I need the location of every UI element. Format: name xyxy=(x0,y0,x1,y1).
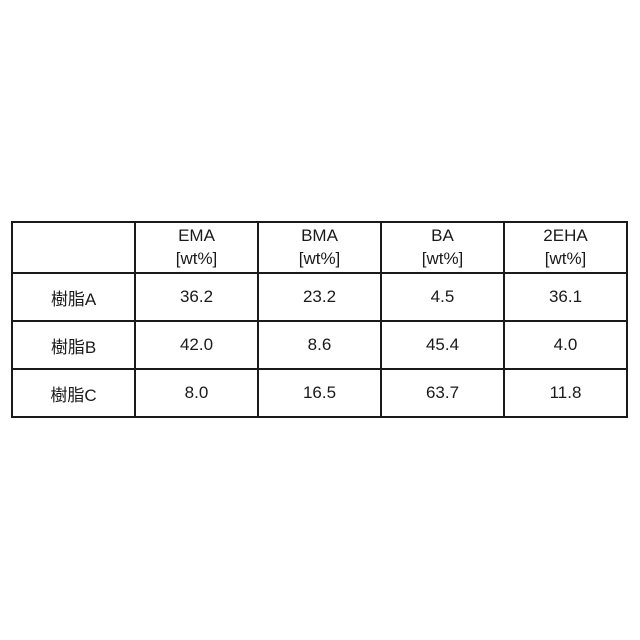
column-unit-ba: [wt%] xyxy=(421,248,464,268)
column-name-ema: EMA xyxy=(178,226,215,246)
cell-resin-a-ba: 4.5 xyxy=(380,272,505,322)
column-unit-ema: [wt%] xyxy=(175,248,218,268)
cell-resin-a-2eha: 36.1 xyxy=(503,272,628,322)
cell-resin-b-2eha: 4.0 xyxy=(503,320,628,370)
cell-resin-c-ba: 63.7 xyxy=(380,368,505,418)
column-name-bma: BMA xyxy=(301,226,338,246)
table-row-resin-a: 樹脂A 36.2 23.2 4.5 36.1 xyxy=(11,272,628,322)
column-header-ema: EMA [wt%] xyxy=(134,221,259,274)
cell-resin-b-ba: 45.4 xyxy=(380,320,505,370)
table-row-resin-c: 樹脂C 8.0 16.5 63.7 11.8 xyxy=(11,368,628,418)
row-label-resin-c: 樹脂C xyxy=(11,368,136,418)
row-label-resin-a: 樹脂A xyxy=(11,272,136,322)
corner-cell xyxy=(11,221,136,274)
column-header-ba: BA [wt%] xyxy=(380,221,505,274)
resin-composition-table: EMA [wt%] BMA [wt%] BA [wt%] 2EHA [wt%] xyxy=(11,221,628,418)
column-header-bma: BMA [wt%] xyxy=(257,221,382,274)
column-name-2eha: 2EHA xyxy=(543,226,588,246)
cell-resin-b-ema: 42.0 xyxy=(134,320,259,370)
table-row-resin-b: 樹脂B 42.0 8.6 45.4 4.0 xyxy=(11,320,628,370)
column-unit-bma: [wt%] xyxy=(298,248,341,268)
cell-resin-a-bma: 23.2 xyxy=(257,272,382,322)
column-unit-2eha: [wt%] xyxy=(544,248,587,268)
column-header-2eha: 2EHA [wt%] xyxy=(503,221,628,274)
cell-resin-c-ema: 8.0 xyxy=(134,368,259,418)
row-label-resin-b: 樹脂B xyxy=(11,320,136,370)
cell-resin-c-2eha: 11.8 xyxy=(503,368,628,418)
cell-resin-c-bma: 16.5 xyxy=(257,368,382,418)
cell-resin-a-ema: 36.2 xyxy=(134,272,259,322)
cell-resin-b-bma: 8.6 xyxy=(257,320,382,370)
column-name-ba: BA xyxy=(431,226,454,246)
table-header-row: EMA [wt%] BMA [wt%] BA [wt%] 2EHA [wt%] xyxy=(11,221,628,274)
